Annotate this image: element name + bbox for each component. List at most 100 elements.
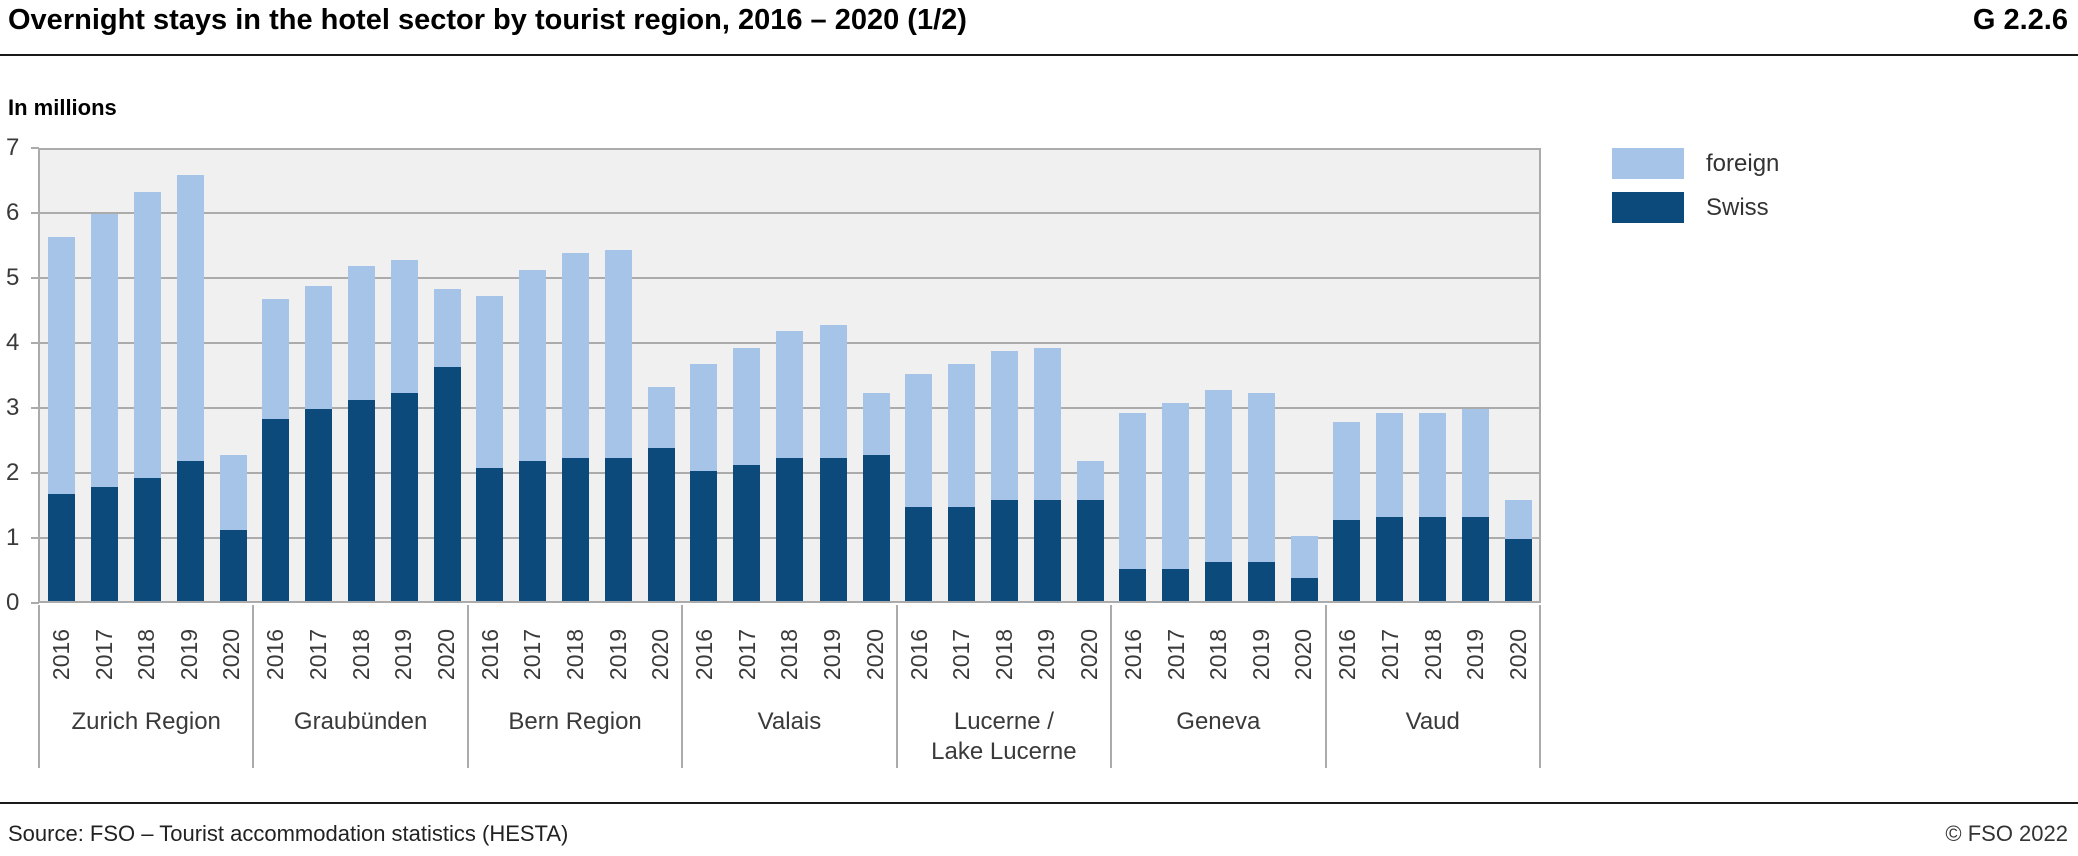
year-label-cell: 2020 [1076,613,1103,695]
bar-segment-foreign [1418,412,1446,517]
year-label-cell: 2019 [390,613,417,695]
bar-segment-swiss [862,454,890,601]
region-label: Valais [683,707,895,737]
bar-segment-foreign [519,269,547,462]
bar-segment-foreign [862,393,890,455]
year-label-row: 2016 2017 2018 2019 2020 [254,613,466,695]
bar-segment-foreign [48,237,75,494]
year-label-cell: 2017 [519,613,546,695]
y-axis-label-6: 6 [6,199,20,226]
year-label-cell: 2016 [691,613,718,695]
year-label-cell: 2019 [1462,613,1489,695]
year-label-2017: 2017 [305,628,332,680]
bar-segment-swiss [348,399,376,601]
stacked-bar-2018 [562,253,590,601]
stacked-bar-2019 [1461,409,1489,601]
year-label-cell: 2017 [305,613,332,695]
year-label-cell: 2018 [991,613,1018,695]
bar-segment-swiss [1204,562,1232,601]
year-label-row: 2016 2017 2018 2019 2020 [898,613,1110,695]
year-label-cell: 2016 [906,613,933,695]
bar-segment-foreign [605,250,633,458]
year-label-cell: 2020 [433,613,460,695]
year-label-2017: 2017 [733,628,760,680]
region-label: Bern Region [469,707,681,737]
year-label-2016: 2016 [476,628,503,680]
region-label: Vaud [1327,707,1539,737]
year-label-2018: 2018 [990,628,1017,680]
bar-segment-foreign [1161,402,1189,569]
year-label-2019: 2019 [1033,628,1060,680]
stacked-bar-2020 [434,289,462,601]
bar-segment-foreign [904,373,932,507]
bar-segment-foreign [262,298,290,419]
year-label-cell: 2017 [734,613,761,695]
source-text: Source: FSO – Tourist accommodation stat… [8,821,569,846]
bar-segment-swiss [220,529,248,601]
bar-segment-swiss [305,409,333,601]
stacked-bar-2017 [947,363,975,601]
bar-segment-foreign [434,289,462,367]
y-axis-tick-2 [31,472,39,474]
y-axis-label-3: 3 [6,394,20,421]
year-label-2018: 2018 [133,628,160,680]
graph-id: G 2.2.6 [1972,4,2068,36]
year-label-cell: 2016 [1335,613,1362,695]
year-label-2018: 2018 [1205,628,1232,680]
bar-segment-swiss [733,464,761,601]
stacked-bar-2016 [262,298,290,601]
x-axis-group-bern-region: 2016 2017 2018 2019 2020 Bern Region [469,605,684,768]
legend-item-foreign: foreign [1612,148,1779,179]
bar-segment-swiss [1461,516,1489,601]
bar-group-valais [682,150,896,601]
legend-item-swiss: Swiss [1612,192,1779,223]
bar-segment-swiss [1375,516,1403,601]
year-label-2017: 2017 [519,628,546,680]
bar-segment-swiss [1504,539,1532,601]
bar-segment-foreign [91,214,119,488]
bar-segment-foreign [1461,409,1489,517]
bar-segment-swiss [1418,516,1446,601]
gridline-5 [40,277,1539,279]
y-axis-tick-0 [31,602,39,604]
year-label-2017: 2017 [90,628,117,680]
year-label-cell: 2018 [348,613,375,695]
bar-segment-swiss [819,458,847,601]
bar-segment-foreign [134,191,162,478]
year-label-row: 2016 2017 2018 2019 2020 [469,613,681,695]
region-label: Geneva [1112,707,1324,737]
y-axis-tick-6 [31,212,39,214]
bar-segment-swiss [947,506,975,601]
stacked-bar-2018 [1204,389,1232,601]
year-label-cell: 2017 [1163,613,1190,695]
stacked-bar-2018 [348,266,376,601]
year-label-cell: 2020 [647,613,674,695]
stacked-bar-2019 [1033,347,1061,601]
y-axis-label-1: 1 [6,524,20,551]
year-label-cell: 2018 [133,613,160,695]
bar-segment-swiss [605,458,633,601]
stacked-bar-2018 [990,350,1018,601]
bar-segment-foreign [733,347,761,465]
bar-group-bern-region [468,150,682,601]
year-label-cell: 2019 [1248,613,1275,695]
stacked-bar-2018 [1418,412,1446,601]
bar-segment-swiss [476,467,504,601]
y-axis-label-2: 2 [6,459,20,486]
bar-segment-swiss [48,493,75,601]
region-label-line: Vaud [1405,708,1460,735]
stacked-bar-2018 [776,331,804,601]
stacked-bar-2017 [1375,412,1403,601]
bar-segment-swiss [177,461,205,601]
year-label-2020: 2020 [218,628,245,680]
year-label-2019: 2019 [1462,628,1489,680]
stacked-bar-2019 [819,324,847,601]
bar-segment-swiss [1247,562,1275,601]
stacked-bar-2020 [1076,461,1104,601]
region-label-line: Graubünden [293,708,428,735]
x-axis-group-lucerne-lake-lucerne: 2016 2017 2018 2019 2020 Lucerne / Lake Lucern… [898,605,1113,768]
legend-swatch-swiss [1612,192,1684,223]
year-label-2020: 2020 [861,628,888,680]
bar-segment-foreign [476,295,504,468]
year-label-2020: 2020 [647,628,674,680]
